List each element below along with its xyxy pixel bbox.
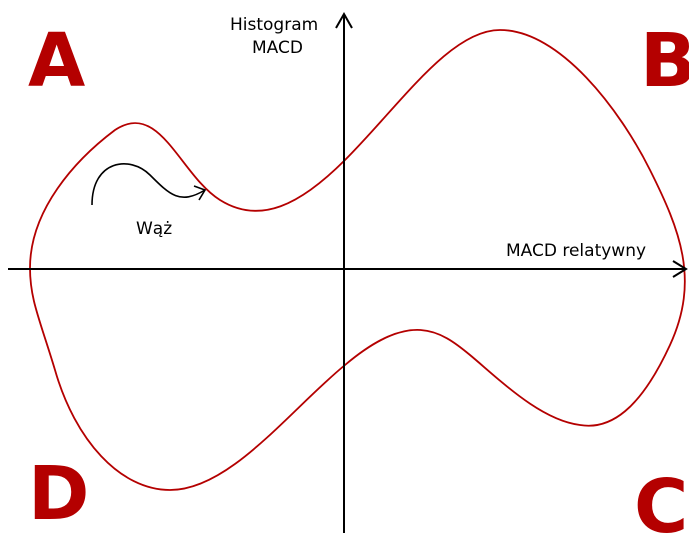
y-axis-arrowhead [335, 11, 353, 29]
macd-loop-curve [29, 29, 686, 491]
quadrant-label-b: B [640, 18, 689, 104]
snake-wave-arrow [91, 163, 206, 206]
quadrant-label-d: D [28, 451, 89, 534]
x-axis-label: MACD relatywny [506, 241, 646, 261]
snake-label: Wąż [136, 219, 172, 239]
quadrant-label-c: C [634, 464, 688, 534]
y-axis-label-line2: MACD [252, 38, 303, 58]
x-axis-arrowhead [672, 260, 688, 278]
y-axis-label-line1: Histogram [230, 15, 318, 35]
quadrant-label-a: A [28, 18, 85, 104]
snake-arrowhead [193, 185, 207, 201]
